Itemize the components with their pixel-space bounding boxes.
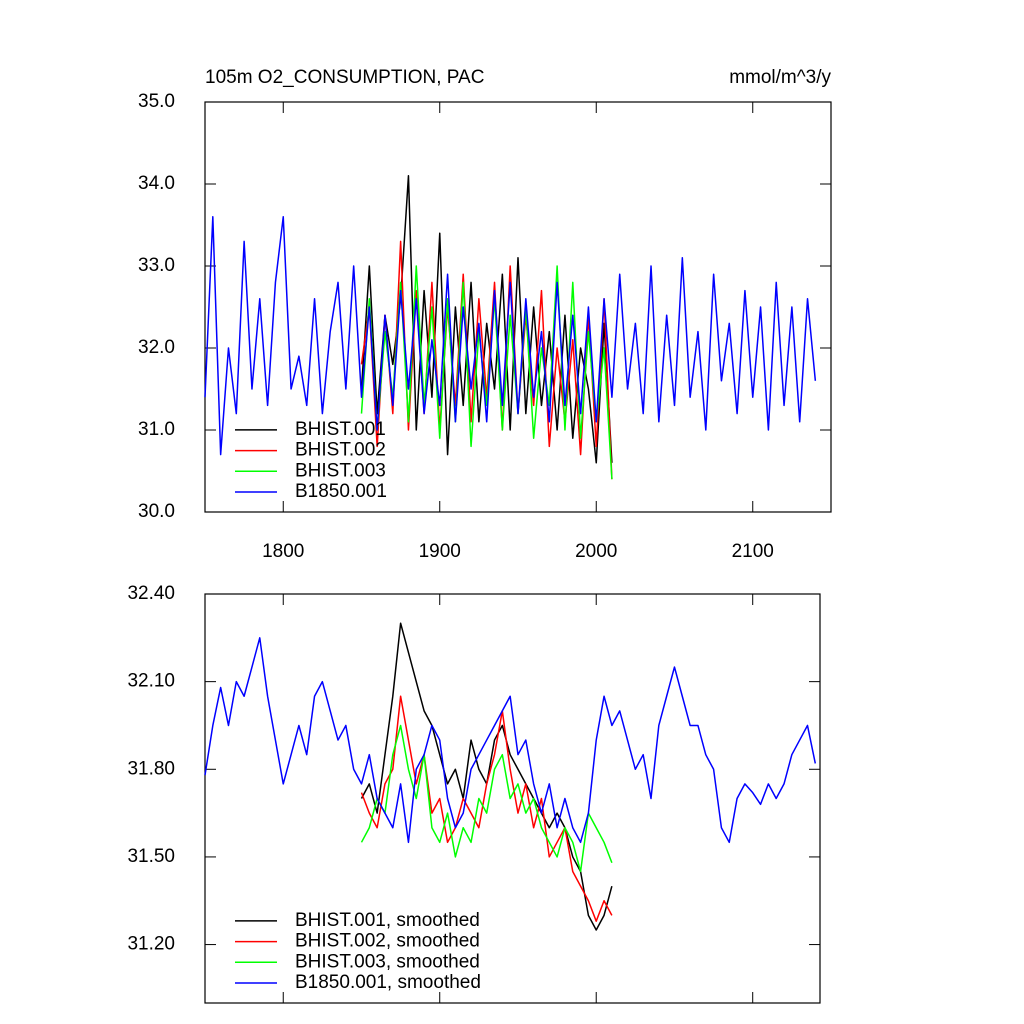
legend-label: B1850.001, smoothed <box>295 972 481 993</box>
series-line <box>204 216 817 456</box>
y-tick-label: 31.80 <box>127 758 175 779</box>
x-tick-label: 1900 <box>419 541 461 562</box>
series-line <box>204 637 817 844</box>
legend-label: BHIST.003 <box>295 460 386 481</box>
x-tick-label: 2100 <box>732 541 774 562</box>
y-tick-label: 30.0 <box>138 501 175 522</box>
x-tick-label: 2000 <box>575 541 617 562</box>
series-line <box>360 724 613 873</box>
y-tick-label: 35.0 <box>138 91 175 112</box>
legend-label: BHIST.003, smoothed <box>295 951 480 972</box>
plot-frame <box>204 101 832 513</box>
plot-frame <box>204 593 821 1004</box>
series-line <box>360 175 613 464</box>
chart-title: 105m O2_CONSUMPTION, PAC <box>205 67 484 88</box>
y-tick-label: 33.0 <box>138 255 175 276</box>
units-label: mmol/m^3/y <box>729 67 831 88</box>
y-tick-label: 32.10 <box>127 671 175 692</box>
x-tick-label: 1800 <box>262 541 304 562</box>
y-tick-label: 31.50 <box>127 846 175 867</box>
legend-label: BHIST.002, smoothed <box>295 931 480 952</box>
series-line <box>360 695 613 922</box>
y-tick-label: 32.40 <box>127 583 175 604</box>
y-tick-label: 31.20 <box>127 934 175 955</box>
legend-label: B1850.001 <box>295 481 387 502</box>
y-tick-label: 34.0 <box>138 173 175 194</box>
y-tick-label: 32.0 <box>138 337 175 358</box>
y-tick-label: 31.0 <box>138 419 175 440</box>
legend-label: BHIST.001 <box>295 419 386 440</box>
legend-label: BHIST.002 <box>295 440 386 461</box>
legend-label: BHIST.001, smoothed <box>295 910 480 931</box>
